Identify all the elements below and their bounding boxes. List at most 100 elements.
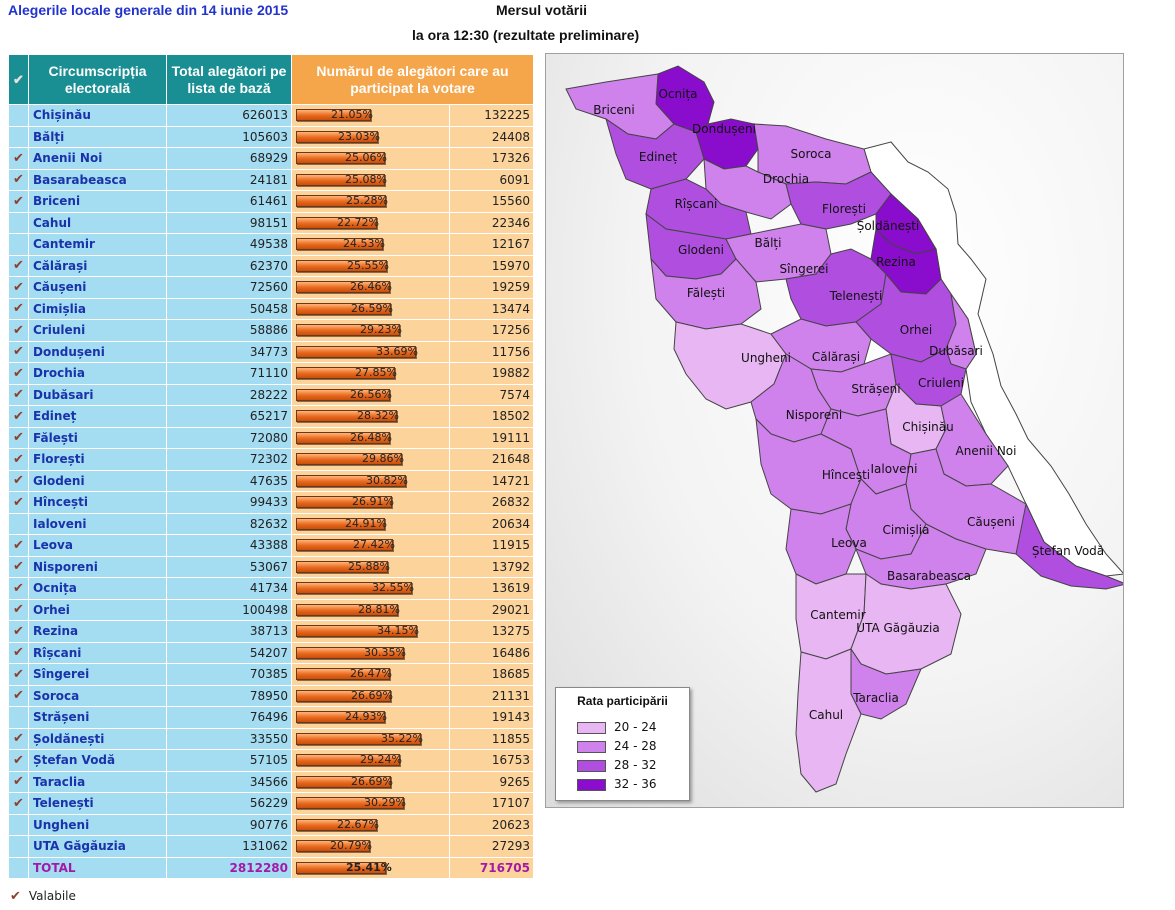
table-row: ✔ Cimișlia 50458 26.59% 13474 (8, 297, 534, 320)
district-name[interactable]: Drochia (28, 362, 167, 385)
election-title: Alegerile locale generale din 14 iunie 2… (8, 2, 289, 18)
district-name[interactable]: Anenii Noi (28, 147, 167, 170)
total-voters: 76496 (166, 706, 292, 729)
district-name[interactable]: Șoldănești (28, 727, 167, 750)
total-voters: 98151 (166, 211, 292, 234)
turnout-percent: 27.85% (355, 366, 397, 379)
district-name[interactable]: Taraclia (28, 770, 167, 793)
district-name[interactable]: TOTAL (28, 856, 167, 879)
district-name[interactable]: Călărași (28, 254, 167, 277)
district-name[interactable]: Criuleni (28, 319, 167, 342)
total-voters: 72560 (166, 276, 292, 299)
total-voters: 58886 (166, 319, 292, 342)
district-name[interactable]: Dubăsari (28, 383, 167, 406)
total-voters: 90776 (166, 813, 292, 836)
map-label-31: Cantemir (810, 608, 865, 622)
turnout-bar-cell: 29.24% (291, 749, 450, 772)
district-name[interactable]: Glodeni (28, 469, 167, 492)
table-row: ✔ Nisporeni 53067 25.88% 13792 (8, 555, 534, 578)
turnout-bar (296, 861, 386, 874)
valid-cell: ✔ (8, 770, 29, 793)
valid-cell: ✔ (8, 383, 29, 406)
district-name[interactable]: Cahul (28, 211, 167, 234)
checkmark-icon: ✔ (13, 430, 24, 446)
district-name[interactable]: Basarabeasca (28, 168, 167, 191)
district-name[interactable]: Chișinău (28, 104, 167, 127)
turnout-percent: 30.29% (364, 796, 406, 809)
district-name[interactable]: Florești (28, 448, 167, 471)
district-name[interactable]: Rîșcani (28, 641, 167, 664)
voters-count: 19111 (449, 426, 534, 449)
header-total: Total alegători pe lista de bază (166, 54, 292, 105)
turnout-percent: 26.46% (350, 280, 392, 293)
district-name[interactable]: Cantemir (28, 233, 167, 256)
valid-cell: ✔ (8, 792, 29, 815)
turnout-percent: 26.69% (351, 688, 393, 702)
legend-item: 24 - 28 (577, 739, 657, 753)
turnout-percent: 32.55% (372, 581, 414, 594)
district-name[interactable]: Ungheni (28, 813, 167, 836)
table-row: ✔ Briceni 61461 25.28% 15560 (8, 190, 534, 213)
district-name[interactable]: Edineț (28, 405, 167, 428)
district-name[interactable]: Orhei (28, 598, 167, 621)
valid-cell: ✔ (8, 319, 29, 342)
district-name[interactable]: Rezina (28, 620, 167, 643)
table-row: ✔ Florești 72302 29.86% 21648 (8, 448, 534, 471)
voters-count: 24408 (449, 125, 534, 148)
turnout-bar-cell: 29.23% (291, 319, 450, 342)
turnout-bar (296, 367, 395, 379)
total-voters: 50458 (166, 297, 292, 320)
table-row: ✔ Glodeni 47635 30.82% 14721 (8, 469, 534, 492)
district-name[interactable]: UTA Găgăuzia (28, 835, 167, 858)
turnout-bar-cell: 30.35% (291, 641, 450, 664)
district-name[interactable]: Leova (28, 534, 167, 557)
valid-legend: ✔ Valabile (10, 889, 76, 904)
turnout-bar (296, 109, 371, 121)
district-name[interactable]: Strășeni (28, 706, 167, 729)
table-row: ✔ Dondușeni 34773 33.69% 11756 (8, 340, 534, 363)
turnout-bar (296, 281, 390, 293)
legend-label: 32 - 36 (614, 777, 657, 791)
district-name[interactable]: Briceni (28, 190, 167, 213)
total-voters: 54207 (166, 641, 292, 664)
map-label-7: Florești (822, 202, 866, 216)
checkmark-icon: ✔ (13, 752, 24, 768)
district-name[interactable]: Telenești (28, 792, 167, 815)
district-name[interactable]: Soroca (28, 684, 167, 707)
turnout-percent: 26.69% (351, 774, 393, 788)
turnout-bar (296, 840, 370, 852)
checkmark-icon: ✔ (13, 602, 24, 618)
district-name[interactable]: Hîncești (28, 491, 167, 514)
district-name[interactable]: Căușeni (28, 276, 167, 299)
district-name[interactable]: Bălți (28, 125, 167, 148)
district-name[interactable]: Fălești (28, 426, 167, 449)
voters-count: 15970 (449, 254, 534, 277)
turnout-bar (296, 173, 385, 186)
turnout-percent: 25.06% (345, 151, 387, 164)
district-name[interactable]: Ocnița (28, 577, 167, 600)
map-label-26: Căușeni (967, 515, 1015, 529)
results-body: Chișinău 626013 21.05% 132225 Bălți 105603 23.… (8, 104, 534, 879)
checkmark-icon: ✔ (10, 889, 21, 904)
checkmark-icon: ✔ (13, 301, 24, 317)
map-label-3: Edineț (639, 150, 678, 164)
total-voters: 43388 (166, 534, 292, 557)
district-name[interactable]: Ștefan Vodă (28, 749, 167, 772)
district-name[interactable]: Ialoveni (28, 512, 167, 535)
turnout-percent: 24.53% (343, 237, 385, 250)
turnout-percent: 29.23% (360, 323, 402, 336)
district-name[interactable]: Cimișlia (28, 297, 167, 320)
turnout-bar-cell: 34.15% (291, 620, 450, 643)
voters-count: 21131 (449, 684, 534, 707)
legend-label: 20 - 24 (614, 720, 657, 734)
voters-count: 132225 (449, 104, 534, 127)
turnout-bar (296, 732, 421, 745)
turnout-bar-cell: 21.05% (291, 104, 450, 127)
district-name[interactable]: Sîngerei (28, 663, 167, 686)
table-row: ✔ Orhei 100498 28.81% 29021 (8, 598, 534, 621)
voters-count: 11756 (449, 340, 534, 363)
district-name[interactable]: Nisporeni (28, 555, 167, 578)
turnout-percent: 26.48% (350, 430, 392, 444)
district-name[interactable]: Dondușeni (28, 340, 167, 363)
legend-title: Rata participării (577, 694, 668, 708)
